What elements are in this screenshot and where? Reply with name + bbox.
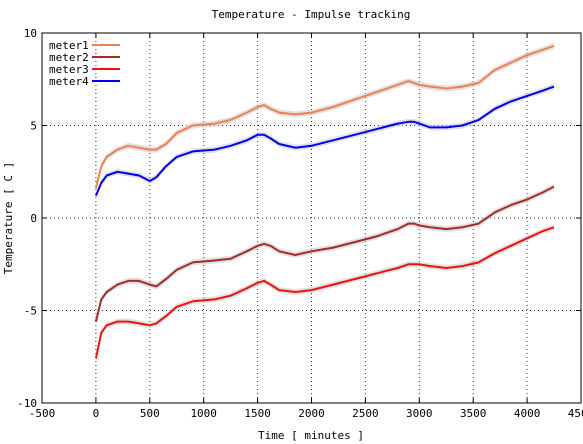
meter2-line bbox=[94, 185, 555, 322]
x-axis-label: Time [ minutes ] bbox=[258, 429, 364, 442]
x-tick-label: 0 bbox=[93, 407, 100, 420]
x-tick-label: 2500 bbox=[352, 407, 379, 420]
meter3-error-band bbox=[95, 224, 555, 362]
y-tick-label: -5 bbox=[24, 305, 37, 318]
uncertainty-bands bbox=[95, 42, 555, 362]
legend-label: meter3 bbox=[49, 63, 89, 76]
x-tick-label: 2000 bbox=[298, 407, 325, 420]
series-lines bbox=[94, 44, 555, 359]
x-tick-label: 500 bbox=[140, 407, 160, 420]
y-tick-label: -10 bbox=[17, 397, 37, 410]
x-tick-label: 3000 bbox=[406, 407, 433, 420]
legend-label: meter2 bbox=[49, 51, 89, 64]
meter4-error-band bbox=[95, 83, 555, 199]
axis-ticks: -500 0 500 1000 1500 2000 2500 3000 3500 4000 4500… bbox=[17, 27, 583, 420]
meter3-line bbox=[94, 226, 555, 359]
chart-title: Temperature - Impulse tracking bbox=[212, 8, 411, 21]
y-axis-label: Temperature [ C ] bbox=[2, 162, 15, 275]
y-tick-label: 0 bbox=[30, 212, 37, 225]
x-tick-label: 3500 bbox=[460, 407, 487, 420]
y-tick-label: 10 bbox=[24, 27, 37, 40]
x-tick-label: 1500 bbox=[244, 407, 271, 420]
x-tick-label: 1000 bbox=[190, 407, 217, 420]
x-tick-label: 4000 bbox=[514, 407, 541, 420]
x-tick-label: 4500 bbox=[568, 407, 583, 420]
legend-label: meter1 bbox=[49, 39, 89, 52]
meter4-line bbox=[94, 85, 555, 197]
legend-label: meter4 bbox=[49, 75, 89, 88]
meter1-line bbox=[94, 44, 555, 189]
x-tick-label: -500 bbox=[29, 407, 56, 420]
meter2-error-band bbox=[95, 183, 555, 325]
grid bbox=[42, 33, 581, 403]
y-tick-label: 5 bbox=[30, 120, 37, 133]
